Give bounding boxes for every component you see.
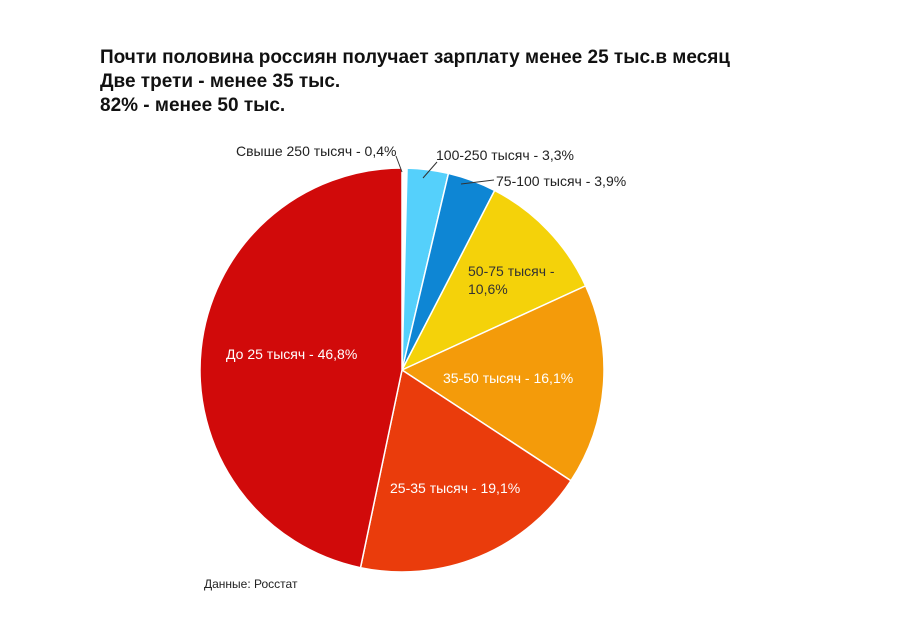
pie-slice: [400, 189, 587, 372]
slice-label: 25-35 тысяч - 19,1%: [390, 480, 520, 496]
pie-slices: [199, 167, 605, 573]
pie-slice: [359, 368, 573, 573]
title-line-3: 82% - менее 50 тыс.: [100, 95, 286, 116]
pie-slice: [400, 284, 605, 482]
slice-label: Свыше 250 тысяч - 0,4%: [236, 143, 396, 159]
pie-labels: Свыше 250 тысяч - 0,4% 100-250 тысяч - 3,…: [226, 143, 626, 496]
slice-label: 75-100 тысяч - 3,9%: [496, 173, 626, 189]
leader-line: [460, 179, 495, 185]
leader-line: [395, 155, 403, 173]
title-line-1: Почти половина россиян получает зарплату…: [100, 47, 730, 68]
slice-label: 35-50 тысяч - 16,1%: [443, 370, 573, 386]
slice-label: 50-75 тысяч -10,6%: [468, 263, 555, 297]
source-note: Данные: Росстат: [204, 577, 298, 591]
title-line-2: Две трети - менее 35 тыс.: [100, 71, 341, 92]
slice-label: 100-250 тысяч - 3,3%: [436, 147, 574, 163]
chart-title: Почти половина россиян получает зарплату…: [100, 46, 730, 118]
leader-line: [422, 161, 438, 179]
pie-slice: [199, 167, 403, 569]
slice-label: До 25 тысяч - 46,8%: [226, 346, 357, 362]
